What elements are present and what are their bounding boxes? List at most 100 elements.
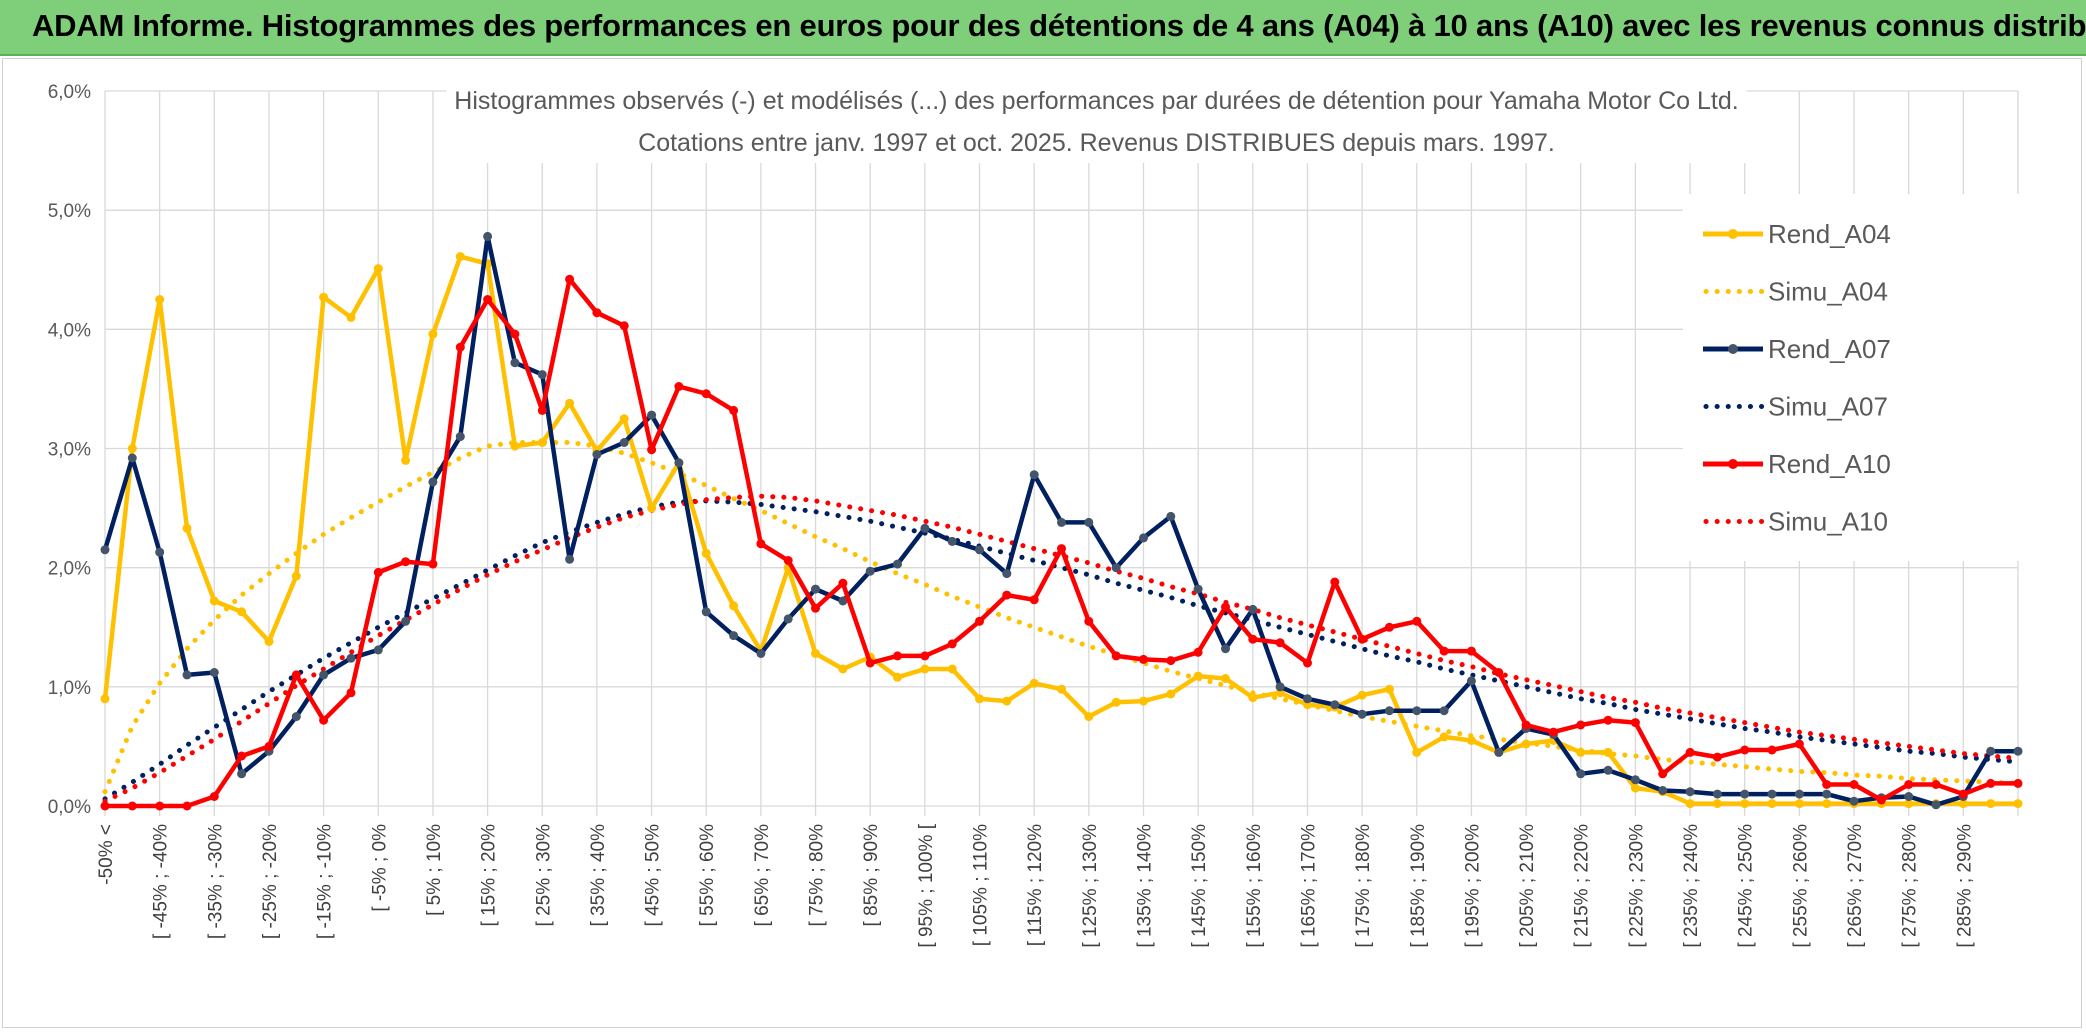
data-point: [811, 603, 820, 613]
data-point: [209, 792, 219, 801]
y-tick-label: 3,0%: [48, 440, 91, 461]
data-point: [1603, 765, 1613, 775]
data-point: [1794, 789, 1804, 799]
data-point: [1139, 696, 1148, 706]
x-tick-label: [ 185% ; 190%: [1408, 824, 1429, 948]
legend-label: Rend_A07: [1768, 334, 1891, 364]
series-simu-a07: [102, 498, 2021, 802]
x-tick-label: [ 195% ; 200%: [1462, 824, 1483, 948]
data-point: [1166, 656, 1176, 666]
y-tick-label: 5,0%: [48, 201, 91, 222]
data-point: [1986, 778, 1996, 788]
x-tick-label: [ 45% ; 50%: [643, 824, 664, 927]
data-point: [1439, 706, 1449, 716]
data-point: [619, 414, 629, 424]
x-tick-label: [ 205% ; 210%: [1517, 824, 1538, 948]
data-point: [1822, 789, 1832, 799]
data-point: [1466, 736, 1476, 745]
data-point: [483, 295, 493, 304]
data-point: [920, 523, 930, 533]
data-point: [155, 547, 165, 557]
legend-label: Simu_A07: [1768, 392, 1888, 422]
data-point: [920, 664, 930, 674]
legend-item: Simu_A07: [1703, 392, 1888, 422]
x-tick-label: [ 115% ; 120%: [1025, 824, 1046, 946]
x-tick-label: [ 55% ; 60%: [697, 824, 718, 927]
chart-subtitle: Cotations entre janv. 1997 et oct. 2025.…: [638, 129, 1555, 157]
data-point: [1439, 732, 1449, 742]
x-tick-label: -50% <: [96, 824, 117, 885]
x-tick-label: [ 75% ; 80%: [807, 824, 828, 927]
data-point: [237, 751, 247, 761]
data-point: [1767, 789, 1777, 799]
data-point: [865, 566, 875, 576]
data-point: [100, 545, 110, 555]
data-point: [947, 536, 957, 546]
data-point: [1275, 638, 1285, 648]
series-line: [102, 498, 2021, 802]
data-point: [1986, 799, 1996, 809]
data-point: [455, 432, 465, 442]
data-point: [1357, 709, 1367, 719]
data-point: [729, 405, 739, 415]
data-point: [1685, 799, 1695, 809]
data-point: [975, 616, 984, 626]
x-tick-label: [ 35% ; 40%: [588, 824, 609, 927]
data-point: [783, 556, 793, 565]
data-point: [1303, 658, 1312, 668]
x-axis: -50% < [ -45% ; -40% [ -35% ; -30% [ -25% ;…: [96, 823, 1975, 947]
x-tick-label: [ 15% ; 20%: [479, 824, 500, 927]
data-point: [1029, 678, 1039, 688]
data-point: [483, 231, 493, 241]
data-point: [127, 801, 137, 811]
data-point: [1767, 799, 1777, 809]
data-point: [1193, 647, 1203, 657]
data-point: [565, 398, 575, 408]
data-point: [1576, 747, 1586, 757]
data-point: [1111, 651, 1121, 661]
data-point: [319, 715, 329, 725]
data-point: [1303, 694, 1312, 704]
report-title: ADAM Informe. Histogrammes des performan…: [32, 8, 2086, 43]
chart-title: Histogrammes observés (-) et modélisés (…: [454, 87, 1738, 115]
legend-label: Simu_A10: [1768, 507, 1888, 537]
report-banner: ADAM Informe. Histogrammes des performan…: [0, 0, 2086, 56]
y-tick-label: 2,0%: [48, 559, 91, 580]
data-point: [674, 382, 684, 391]
x-tick-label: [ 105% ; 110%: [971, 824, 992, 946]
data-point: [701, 548, 711, 558]
data-point: [182, 801, 192, 811]
data-point: [1576, 720, 1586, 730]
data-point: [1822, 799, 1832, 809]
data-point: [619, 321, 629, 331]
data-point: [1057, 684, 1066, 694]
data-point: [319, 292, 329, 302]
x-tick-label: [ -35% ; -30%: [205, 824, 226, 939]
data-point: [647, 503, 657, 513]
data-point: [1521, 739, 1531, 749]
data-point: [947, 664, 957, 674]
data-point: [1794, 799, 1804, 809]
data-point: [1630, 775, 1640, 785]
x-tick-label: [ 165% ; 170%: [1298, 824, 1319, 948]
y-tick-label: 0,0%: [48, 797, 91, 818]
data-point: [100, 801, 110, 811]
data-point: [373, 567, 383, 577]
data-point: [1740, 789, 1750, 799]
x-tick-label: [ 85% ; 90%: [861, 824, 882, 927]
data-point: [1221, 674, 1230, 683]
data-point: [182, 523, 192, 533]
data-point: [182, 670, 192, 680]
series-simu-a10: [102, 493, 2021, 804]
data-point: [838, 596, 848, 606]
data-point: [1958, 789, 1968, 799]
data-point: [1466, 676, 1476, 686]
data-point: [1685, 747, 1695, 757]
data-point: [237, 769, 247, 779]
data-point: [291, 571, 301, 581]
data-point: [1986, 746, 1996, 756]
legend-item: Rend_A04: [1703, 219, 1891, 249]
data-point: [920, 651, 930, 661]
data-point: [401, 455, 411, 465]
data-point: [1849, 796, 1859, 806]
